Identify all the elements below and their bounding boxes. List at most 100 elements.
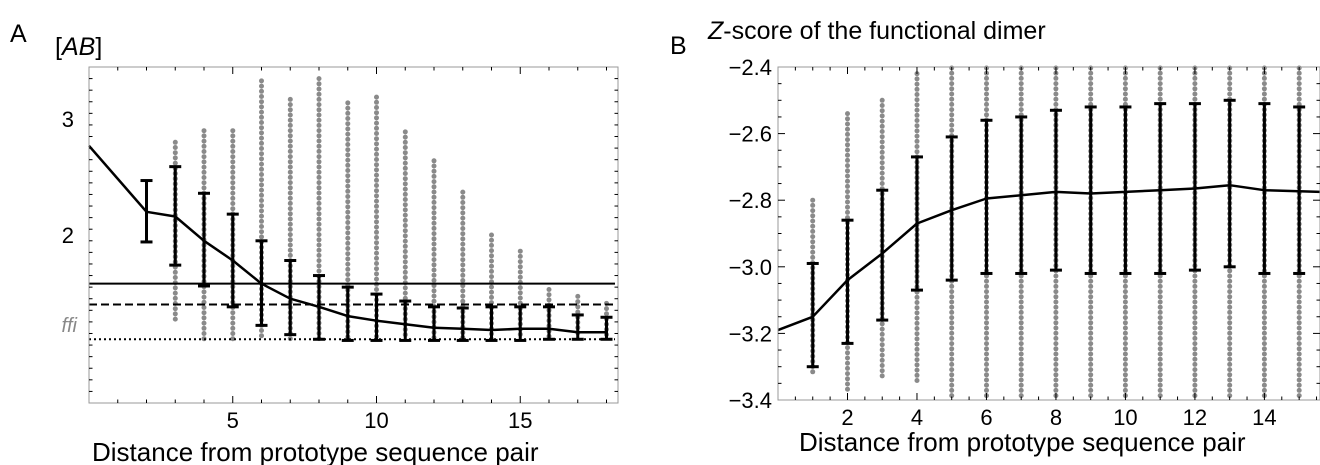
panel-b-scatter-point (1122, 283, 1128, 289)
panel-b-scatter-point (1192, 346, 1198, 352)
panel-a-scatter-point (546, 287, 552, 292)
panel-a-scatter-point (316, 200, 322, 206)
panel-a-x-tick-label: 5 (227, 408, 239, 433)
panel-b-scatter-point (845, 371, 850, 377)
panel-a-scatter-point (201, 305, 207, 310)
panel-b-scatter-point (1053, 278, 1059, 284)
panel-a-scatter-point (201, 143, 207, 149)
panel-a-scatter-point (489, 258, 494, 264)
panel-a-scatter-point (374, 183, 379, 188)
panel-b-scatter-point (1122, 75, 1128, 81)
panel-b-scatter-point (1296, 289, 1302, 295)
panel-a-scatter-point (316, 96, 322, 102)
panel-b-scatter-point (984, 351, 989, 357)
panel-b-scatter-point (1227, 393, 1233, 399)
panel-a-scatter-point (287, 252, 293, 258)
panel-a-scatter-point (259, 94, 264, 99)
panel-a-scatter-point (374, 172, 379, 178)
panel-a-scatter-point (316, 237, 322, 243)
panel-a-scatter-point (374, 271, 379, 277)
panel-a-scatter-point (460, 194, 466, 200)
panel-a-scatter-point (201, 289, 207, 295)
panel-a-scatter-point (374, 94, 379, 100)
panel-b-y-tick-label: −3.4 (729, 388, 772, 413)
panel-b-scatter-point (984, 86, 989, 92)
panel-b-scatter-point (1227, 325, 1233, 331)
panel-b-scatter-point (1053, 304, 1059, 310)
panel-a-scatter-point (345, 157, 351, 163)
panel-b-scatter-point (1018, 75, 1024, 81)
panel-b-scatter-point (1018, 382, 1024, 388)
panel-a-scatter-point (374, 266, 379, 272)
panel-a-scatter-point (345, 225, 351, 231)
panel-b-scatter-point (810, 254, 816, 260)
panel-a-scatter-point (172, 290, 178, 296)
panel-b-scatter-point (949, 372, 955, 378)
panel-a-scatter-point (230, 164, 236, 170)
panel-b-scatter-point (1157, 289, 1163, 295)
panel-a-scatter-point (172, 285, 178, 291)
panel-b-scatter-point (879, 352, 885, 358)
panel-b-scatter-point (1261, 289, 1267, 295)
panel-b-scatter-point (984, 278, 989, 284)
panel-a-scatter-point (431, 158, 437, 164)
panel-b-scatter-point (1296, 351, 1302, 357)
panel-b-scatter-point (1122, 299, 1128, 305)
panel-b-scatter-point (1088, 382, 1094, 388)
panel-b-scatter-point (949, 107, 955, 113)
panel-a-scatter-point (460, 200, 466, 205)
panel-b-scatter-point (810, 197, 816, 203)
panel-b-scatter-point (1192, 377, 1198, 383)
panel-b-plot-data (777, 65, 1320, 399)
panel-a-scatter-point (402, 155, 408, 161)
panel-a-scatter-point (374, 125, 379, 131)
panel-b-scatter-point (1261, 335, 1267, 341)
panel-a-error-bar (370, 292, 383, 342)
panel-b-scatter-point (914, 138, 920, 144)
panel-a-scatter-point (230, 310, 236, 316)
panel-a-scatter-point (172, 275, 178, 280)
panel-a-scatter-point (431, 288, 437, 294)
panel-a-scatter-point (259, 172, 264, 177)
panel-b-ticks: 2 4 6 8 10 12 14 −3.4 −3.2 −3.0 −2.8 −2.6 −2.4 (729, 55, 1320, 430)
panel-a-scatter-point (287, 122, 293, 128)
panel-a-scatter-point (316, 252, 322, 258)
panel-b-scatter-point (1088, 351, 1094, 357)
panel-b-scatter-point (984, 294, 989, 300)
panel-b-scatter-point (1157, 86, 1163, 92)
panel-b-scatter-point (879, 357, 885, 363)
panel-b-scatter-point (1122, 96, 1128, 102)
panel-b-scatter-point (1122, 294, 1128, 300)
panel-b-scatter-point (1157, 382, 1163, 388)
panel-b-error-bar (1258, 102, 1271, 275)
panel-b-scatter-point (949, 309, 955, 315)
panel-a-scatter-point (201, 294, 207, 300)
panel-a-scatter-point (402, 160, 408, 166)
panel-a-scatter-point (345, 105, 351, 111)
panel-b-x-tick-label: 8 (1050, 405, 1062, 430)
panel-b-scatter-point (1088, 393, 1094, 399)
panel-a-scatter-point (259, 208, 264, 214)
panel-a-scatter-point (402, 238, 408, 244)
panel-a-scatter-point (287, 195, 293, 201)
panel-b-scatter-point (1018, 387, 1024, 393)
panel-b-scatter-point (914, 133, 920, 139)
panel-b-y-tick-label: −2.8 (729, 188, 772, 213)
panel-b-y-tick-label: −3.0 (729, 255, 772, 280)
panel-b-scatter-point (1296, 278, 1302, 284)
panel-a-scatter-point (259, 83, 264, 89)
panel-a-scatter-point (259, 161, 264, 167)
panel-b-scatter-point (984, 346, 989, 352)
panel-b-scatter-point (1053, 75, 1059, 81)
panel-a-scatter-point (374, 136, 379, 142)
panel-b-scatter-point (810, 218, 816, 224)
panel-b-scatter-point (1053, 320, 1059, 326)
panel-a-scatter-point (431, 173, 437, 179)
panel-a-scatter-point (316, 112, 322, 118)
panel-b-scatter-point (949, 330, 955, 336)
panel-b-scatter-point (1157, 294, 1163, 300)
panel-b-scatter-point (1296, 283, 1302, 289)
panel-a-scatter-point (431, 210, 437, 216)
panel-b-scatter-point (1296, 70, 1302, 76)
panel-a-scatter-point (287, 242, 293, 248)
